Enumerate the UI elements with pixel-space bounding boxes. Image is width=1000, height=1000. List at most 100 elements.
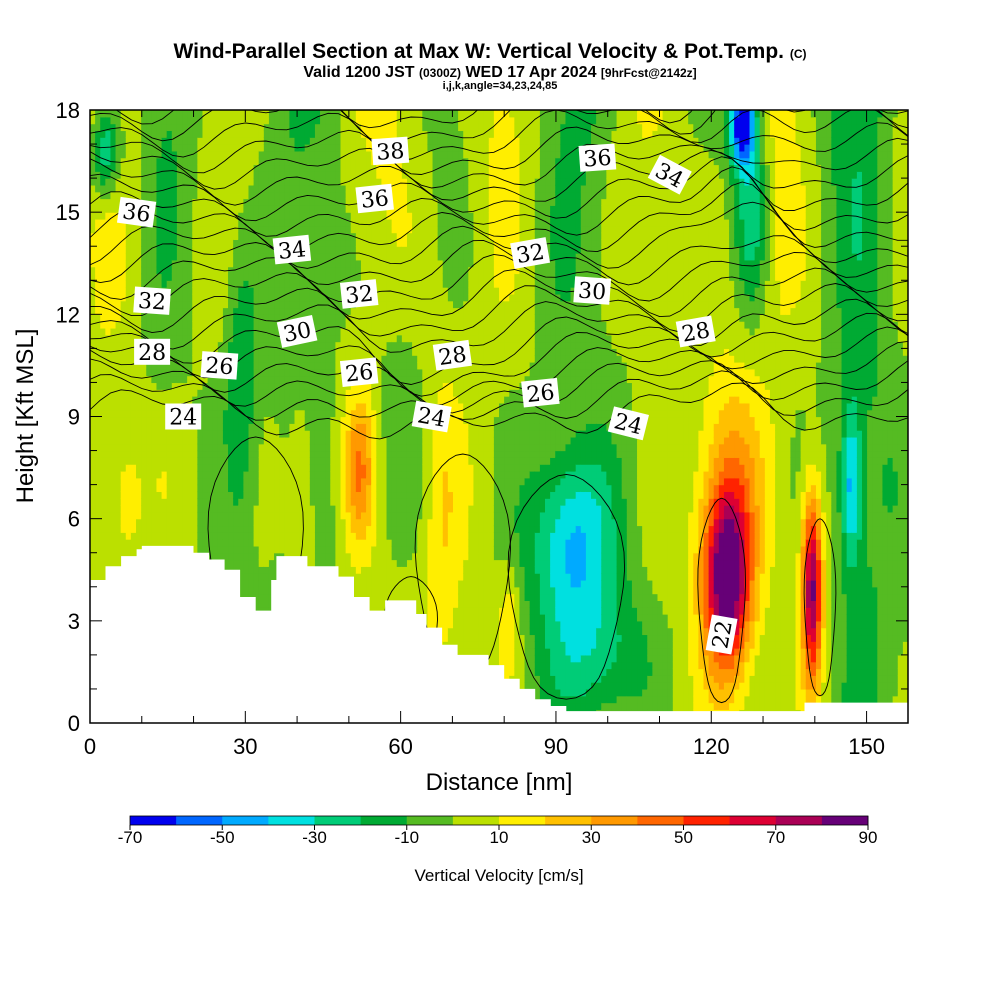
velocity-cell: [279, 443, 285, 452]
velocity-cell: [197, 484, 204, 493]
velocity-cell: [171, 273, 178, 281]
velocity-cell: [182, 321, 188, 329]
velocity-cell: [371, 477, 377, 486]
velocity-cell: [253, 178, 260, 186]
velocity-cell: [105, 246, 112, 254]
velocity-cell: [141, 232, 147, 241]
velocity-cell: [197, 259, 204, 268]
velocity-cell: [304, 552, 311, 561]
velocity-cell: [197, 368, 204, 377]
velocity-cell: [258, 307, 265, 315]
velocity-cell: [279, 539, 285, 547]
velocity-cell: [182, 498, 188, 506]
velocity-cell: [95, 191, 101, 200]
velocity-cell: [212, 300, 219, 309]
velocity-cell: [366, 327, 372, 336]
velocity-cell: [141, 334, 147, 343]
velocity-cell: [100, 130, 106, 138]
velocity-cell: [161, 130, 168, 138]
velocity-cell: [110, 355, 117, 363]
velocity-cell: [248, 545, 255, 554]
velocity-cell: [299, 150, 306, 159]
velocity-cell: [202, 184, 209, 193]
velocity-cell: [130, 484, 137, 493]
velocity-cell: [284, 464, 290, 472]
velocity-cell: [171, 484, 178, 493]
velocity-cell: [228, 137, 234, 145]
velocity-cell: [253, 116, 260, 125]
velocity-cell: [222, 225, 229, 234]
velocity-cell: [141, 484, 147, 493]
velocity-cell: [202, 273, 209, 281]
velocity-cell: [182, 293, 188, 302]
velocity-cell: [309, 150, 316, 159]
velocity-cell: [340, 341, 347, 349]
velocity-cell: [279, 273, 285, 281]
velocity-cell: [325, 123, 331, 132]
velocity-cell: [197, 436, 204, 445]
velocity-cell: [355, 212, 362, 220]
velocity-cell: [161, 184, 168, 193]
velocity-cell: [161, 314, 168, 322]
velocity-cell: [207, 116, 214, 125]
velocity-cell: [309, 253, 316, 261]
velocity-cell: [320, 545, 326, 554]
velocity-cell: [115, 307, 122, 315]
velocity-cell: [217, 511, 224, 520]
velocity-cell: [233, 130, 239, 138]
velocity-cell: [325, 470, 331, 479]
velocity-cell: [136, 157, 142, 166]
velocity-cell: [330, 239, 336, 247]
velocity-cell: [360, 532, 367, 540]
velocity-cell: [90, 225, 96, 234]
velocity-cell: [115, 341, 122, 349]
velocity-cell: [120, 191, 127, 200]
velocity-cell: [222, 327, 229, 336]
velocity-cell: [151, 382, 158, 390]
velocity-cell: [335, 327, 342, 336]
velocity-cell: [100, 300, 106, 309]
velocity-cell: [366, 409, 372, 418]
velocity-cell: [268, 409, 275, 418]
velocity-cell: [141, 273, 147, 281]
velocity-cell: [274, 396, 280, 404]
velocity-cell: [141, 266, 147, 275]
velocity-cell: [228, 130, 234, 138]
velocity-cell: [171, 144, 178, 152]
velocity-cell: [284, 300, 290, 309]
velocity-cell: [274, 280, 280, 288]
velocity-cell: [202, 375, 209, 384]
velocity-cell: [325, 484, 331, 493]
velocity-cell: [192, 246, 198, 254]
velocity-cell: [274, 470, 280, 479]
velocity-cell: [217, 498, 224, 506]
velocity-cell: [253, 266, 260, 275]
velocity-cell: [284, 491, 290, 499]
velocity-cell: [253, 573, 260, 581]
velocity-cell: [176, 253, 183, 261]
velocity-cell: [202, 505, 209, 513]
velocity-cell: [371, 539, 377, 547]
velocity-cell: [136, 477, 142, 486]
velocity-cell: [320, 253, 326, 261]
velocity-cell: [309, 232, 316, 241]
velocity-cell: [192, 464, 198, 472]
velocity-cell: [187, 184, 193, 193]
velocity-cell: [217, 464, 224, 472]
velocity-cell: [233, 457, 239, 465]
velocity-cell: [176, 518, 183, 527]
velocity-cell: [279, 505, 285, 513]
velocity-cell: [90, 218, 96, 227]
velocity-cell: [156, 246, 163, 254]
velocity-cell: [366, 443, 372, 452]
velocity-cell: [309, 559, 316, 567]
velocity-cell: [304, 402, 311, 411]
velocity-cell: [253, 532, 260, 540]
velocity-cell: [299, 491, 306, 499]
velocity-cell: [146, 396, 152, 404]
velocity-cell: [314, 191, 321, 200]
velocity-cell: [125, 334, 132, 343]
velocity-cell: [125, 239, 132, 247]
velocity-cell: [325, 150, 331, 159]
velocity-cell: [294, 402, 301, 411]
